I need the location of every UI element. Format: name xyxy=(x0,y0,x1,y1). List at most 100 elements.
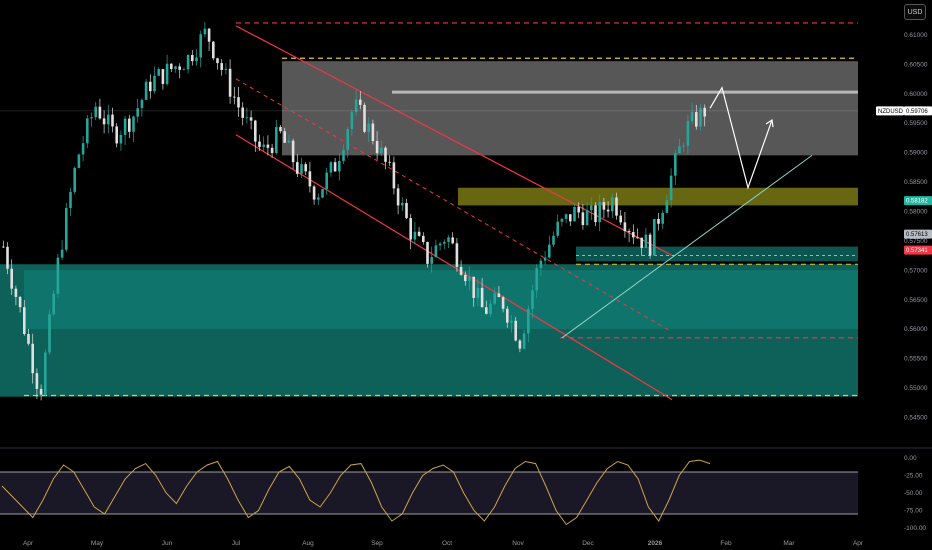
candle-body xyxy=(443,241,446,244)
price-axis[interactable]: 0.61000 0.60500 0.60000 0.59500 0.59000 0.585… xyxy=(904,32,928,422)
y-tick-label: 0.56000 xyxy=(904,326,928,333)
candle-body xyxy=(23,307,26,335)
candle-body xyxy=(682,145,685,147)
candle-body xyxy=(619,215,622,223)
candle-body xyxy=(6,246,9,269)
candle-body xyxy=(220,63,223,70)
candle-body xyxy=(392,162,396,189)
x-tick-label: Apr xyxy=(23,540,34,547)
rising-trendline xyxy=(561,154,813,339)
candle-body xyxy=(44,352,47,395)
x-tick-label: Dec xyxy=(582,540,594,547)
candle-body xyxy=(648,234,652,256)
candle-body xyxy=(52,293,55,315)
x-tick-label: May xyxy=(91,540,104,547)
candle-body xyxy=(359,99,362,105)
candle-body xyxy=(342,149,345,161)
candle-body xyxy=(590,205,593,211)
candle-body xyxy=(174,66,177,69)
y-tick-label: 0.60000 xyxy=(904,91,928,98)
x-tick-label: Aug xyxy=(302,540,314,547)
candle-body xyxy=(312,186,316,200)
y-tick-label: 0.60500 xyxy=(904,61,928,68)
y-tick-label: 0.55000 xyxy=(904,385,928,392)
candle-body xyxy=(338,160,341,172)
candle-body xyxy=(371,123,375,142)
candle-body xyxy=(191,55,194,62)
candle-body xyxy=(60,249,64,258)
currency-button[interactable]: USD xyxy=(904,4,926,20)
candle-body xyxy=(144,81,148,100)
candle-body xyxy=(140,99,144,109)
candle-body xyxy=(346,129,349,150)
y-tick-label: 0.58000 xyxy=(904,208,928,215)
candle-body xyxy=(317,197,320,200)
small-teal-zone xyxy=(576,246,858,262)
candles-series xyxy=(2,21,706,401)
candle-body xyxy=(69,191,72,208)
y-tick-label: 0.58500 xyxy=(904,179,928,186)
candle-body xyxy=(598,202,601,223)
x-tick-label: Nov xyxy=(512,540,524,547)
candle-body xyxy=(623,222,627,232)
y-tick-label: 0.59000 xyxy=(904,150,928,157)
candle-body xyxy=(325,172,328,189)
projection-arrowhead xyxy=(765,119,774,128)
candle-body xyxy=(594,205,597,223)
candle-body xyxy=(10,268,13,289)
chart-overlays xyxy=(0,86,858,339)
candle-body xyxy=(73,167,76,192)
candle-body xyxy=(577,206,580,213)
price-tag-bg xyxy=(904,229,932,239)
candle-body xyxy=(644,234,648,248)
candle-body xyxy=(2,246,5,248)
candle-body xyxy=(506,308,509,323)
candle-body xyxy=(686,121,690,146)
candle-body xyxy=(186,55,190,70)
oscillator-band xyxy=(0,472,858,514)
candle-body xyxy=(468,276,471,282)
candle-body xyxy=(560,218,564,222)
candle-body xyxy=(459,266,463,275)
candle-body xyxy=(396,188,400,206)
candle-body xyxy=(602,202,606,210)
candle-body xyxy=(283,131,286,143)
candle-body xyxy=(136,108,139,117)
price-tag-bg xyxy=(904,106,932,116)
candle-body xyxy=(678,146,681,154)
price-tag: 0.59706 xyxy=(906,109,928,115)
projection-path xyxy=(709,86,773,190)
y-tick-label: 0.61000 xyxy=(904,32,928,39)
candle-body xyxy=(81,143,85,155)
candle-body xyxy=(409,218,412,240)
candle-body xyxy=(350,112,354,130)
price-tag-bg xyxy=(904,245,932,255)
candle-body xyxy=(401,202,404,206)
candle-body xyxy=(636,237,639,239)
candle-body xyxy=(657,219,660,224)
chart-zones xyxy=(0,22,858,397)
oscillator-panel: 0.00 -25.00 -50.00 -75.00 -100.00 xyxy=(0,447,932,532)
candle-body xyxy=(300,164,303,174)
candle-body xyxy=(510,320,513,323)
candle-body xyxy=(653,219,656,256)
symbol-tag-bg xyxy=(876,106,904,116)
teal-zone-inner xyxy=(24,270,858,329)
candle-body xyxy=(132,116,135,132)
candle-body xyxy=(380,147,383,154)
y-tick-label: 0.57000 xyxy=(904,267,928,274)
candle-body xyxy=(77,154,81,168)
candle-body xyxy=(304,164,307,172)
candle-body xyxy=(203,28,207,35)
candle-body xyxy=(212,41,215,59)
time-axis[interactable]: Apr May Jun Jul Aug Sep Oct Nov Dec 2026 Feb Mar Apr xyxy=(23,540,864,547)
x-tick-label: Jul xyxy=(232,540,241,547)
price-tag: 0.58182 xyxy=(906,199,928,205)
candle-body xyxy=(354,99,358,113)
candle-body xyxy=(31,343,34,374)
candle-body xyxy=(564,214,568,219)
candle-body xyxy=(497,293,501,298)
candle-body xyxy=(501,297,505,309)
candle-body xyxy=(640,237,643,248)
